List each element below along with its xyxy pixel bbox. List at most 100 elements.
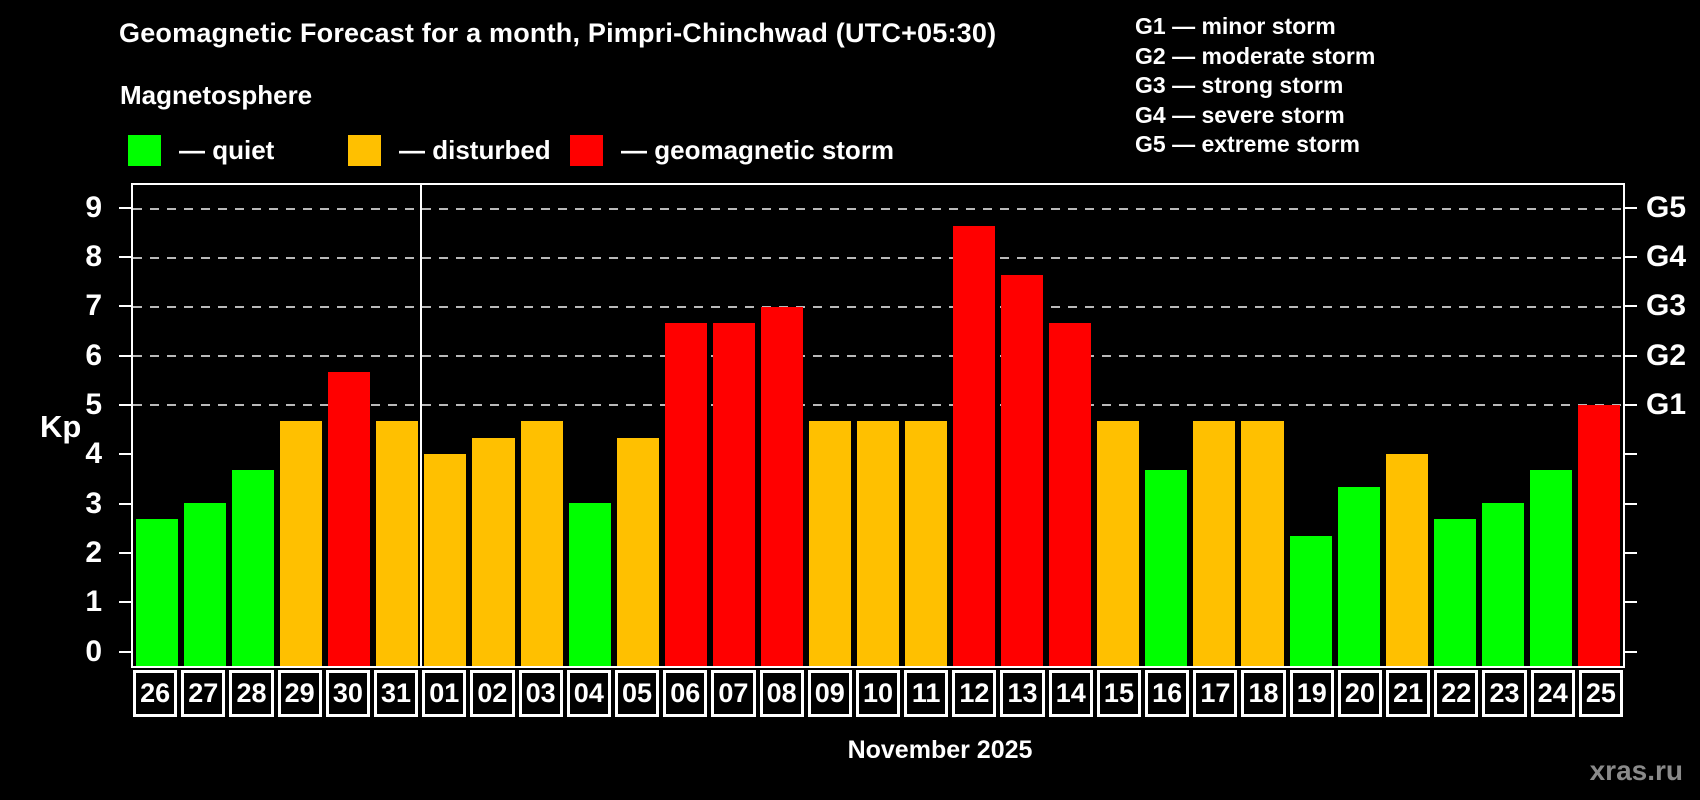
x-label-26: 26 — [133, 670, 178, 717]
bar-day-22 — [1433, 519, 1476, 666]
y-tick-label-9: 9 — [85, 190, 102, 224]
y-tick-left-2 — [119, 552, 131, 555]
x-label-10: 10 — [855, 670, 901, 717]
y-tick-label-6: 6 — [85, 338, 102, 372]
g-legend-line-3: G3 — strong storm — [1135, 72, 1344, 98]
bar-day-06 — [664, 323, 707, 666]
legend-item-disturbed: — disturbed — [348, 132, 551, 168]
status-legend: — quiet — disturbed — geomagnetic storm — [0, 132, 1100, 168]
x-label-11: 11 — [904, 670, 949, 717]
bar-day-23 — [1481, 503, 1524, 666]
right-label-g2: G2 — [1646, 338, 1687, 372]
y-tick-left-1 — [119, 601, 131, 604]
y-tick-label-0: 0 — [85, 634, 102, 668]
x-label-04: 04 — [566, 670, 611, 717]
y-tick-label-1: 1 — [85, 585, 102, 619]
g-legend-line-1: G1 — minor storm — [1135, 13, 1336, 39]
g-legend-line-4: G4 — severe storm — [1135, 101, 1345, 128]
x-label-17: 17 — [1193, 670, 1238, 717]
bar-day-10 — [856, 421, 900, 666]
y-tick-left-7 — [119, 305, 131, 308]
x-axis-day-labels: 26 27 28 29 30 31 01 02 03 04 05 06 07 08 09 10 11 12 13 14… — [131, 670, 1625, 717]
gridline-g4 — [133, 257, 1623, 260]
right-label-g3: G3 — [1646, 289, 1687, 323]
bar-day-30 — [328, 372, 371, 666]
gridline-g1 — [133, 404, 1623, 407]
bar-day-02 — [472, 437, 515, 666]
x-label-27: 27 — [181, 670, 226, 717]
x-label-28: 28 — [229, 670, 274, 717]
legend-label-storm: — geomagnetic storm — [621, 134, 895, 165]
legend-swatch-quiet — [128, 134, 161, 166]
y-tick-left-5 — [119, 404, 131, 407]
month-caption: November 2025 — [847, 736, 1033, 764]
x-label-12: 12 — [952, 670, 997, 717]
bar-day-24 — [1529, 470, 1572, 666]
x-label-31: 31 — [373, 670, 419, 717]
x-label-30: 30 — [325, 670, 370, 717]
x-label-01: 01 — [422, 670, 467, 717]
y-tick-label-5: 5 — [85, 388, 102, 422]
right-label-g5: G5 — [1646, 190, 1687, 224]
gridline-g2 — [133, 355, 1623, 358]
x-label-20: 20 — [1337, 670, 1383, 717]
x-label-22: 22 — [1434, 670, 1479, 717]
y-tick-right-2 — [1625, 552, 1637, 555]
chart-subtitle: Magnetosphere — [120, 80, 313, 110]
bar-day-04 — [568, 503, 611, 666]
x-label-03: 03 — [518, 670, 563, 717]
bar-day-13 — [1001, 274, 1044, 666]
y-tick-left-8 — [119, 256, 131, 258]
legend-swatch-storm — [570, 134, 603, 166]
y-tick-right-8 — [1625, 256, 1637, 258]
y-tick-left-9 — [119, 206, 131, 209]
x-label-02: 02 — [470, 670, 515, 717]
right-label-g1: G1 — [1646, 388, 1687, 422]
page-title: Geomagnetic Forecast for a month, Pimpri… — [119, 18, 997, 48]
x-label-13: 13 — [1000, 670, 1045, 717]
bar-day-05 — [616, 437, 659, 666]
y-axis-ticks-right — [1625, 183, 1637, 668]
y-tick-right-4 — [1625, 453, 1637, 456]
legend-item-storm: — geomagnetic storm — [570, 132, 894, 168]
legend-label-disturbed: — disturbed — [399, 134, 551, 165]
plot-area — [131, 183, 1625, 668]
x-label-05: 05 — [614, 670, 660, 717]
month-separator — [420, 185, 423, 666]
g-scale-legend: G1 — minor storm G2 — moderate storm G3 — … — [1135, 12, 1375, 160]
bar-day-31 — [376, 421, 419, 666]
bar-day-08 — [760, 307, 803, 666]
bar-day-18 — [1241, 421, 1284, 666]
y-tick-left-3 — [119, 502, 131, 505]
bar-day-27 — [184, 503, 227, 666]
y-tick-right-3 — [1625, 502, 1637, 505]
x-label-06: 06 — [663, 670, 708, 717]
y-tick-right-7 — [1625, 305, 1637, 308]
g-scale-axis-labels: G1 G2 G3 G4 G5 — [1646, 183, 1700, 668]
y-tick-label-8: 8 — [85, 240, 102, 273]
x-label-29: 29 — [277, 670, 322, 717]
gridline-g5 — [133, 208, 1623, 211]
x-label-19: 19 — [1289, 670, 1334, 717]
g-legend-line-5: G5 — extreme storm — [1135, 131, 1360, 157]
legend-label-quiet: — quiet — [179, 134, 275, 165]
x-label-21: 21 — [1386, 670, 1431, 717]
y-tick-left-4 — [119, 453, 131, 456]
y-tick-left-6 — [119, 354, 131, 357]
y-axis-label: Kp — [40, 409, 82, 444]
bar-day-07 — [712, 323, 755, 666]
x-label-25: 25 — [1578, 670, 1623, 717]
x-label-09: 09 — [807, 670, 852, 717]
watermark: xras.ru — [1589, 755, 1683, 786]
y-tick-right-1 — [1625, 601, 1637, 604]
y-tick-right-9 — [1625, 206, 1637, 209]
x-label-15: 15 — [1096, 670, 1142, 717]
y-tick-right-5 — [1625, 404, 1637, 407]
y-tick-label-2: 2 — [85, 536, 102, 570]
gridline-g3 — [133, 306, 1623, 309]
bar-day-03 — [520, 421, 563, 666]
x-label-18: 18 — [1241, 670, 1286, 717]
bar-day-20 — [1337, 486, 1380, 666]
x-label-08: 08 — [759, 670, 804, 717]
x-label-14: 14 — [1048, 670, 1093, 717]
